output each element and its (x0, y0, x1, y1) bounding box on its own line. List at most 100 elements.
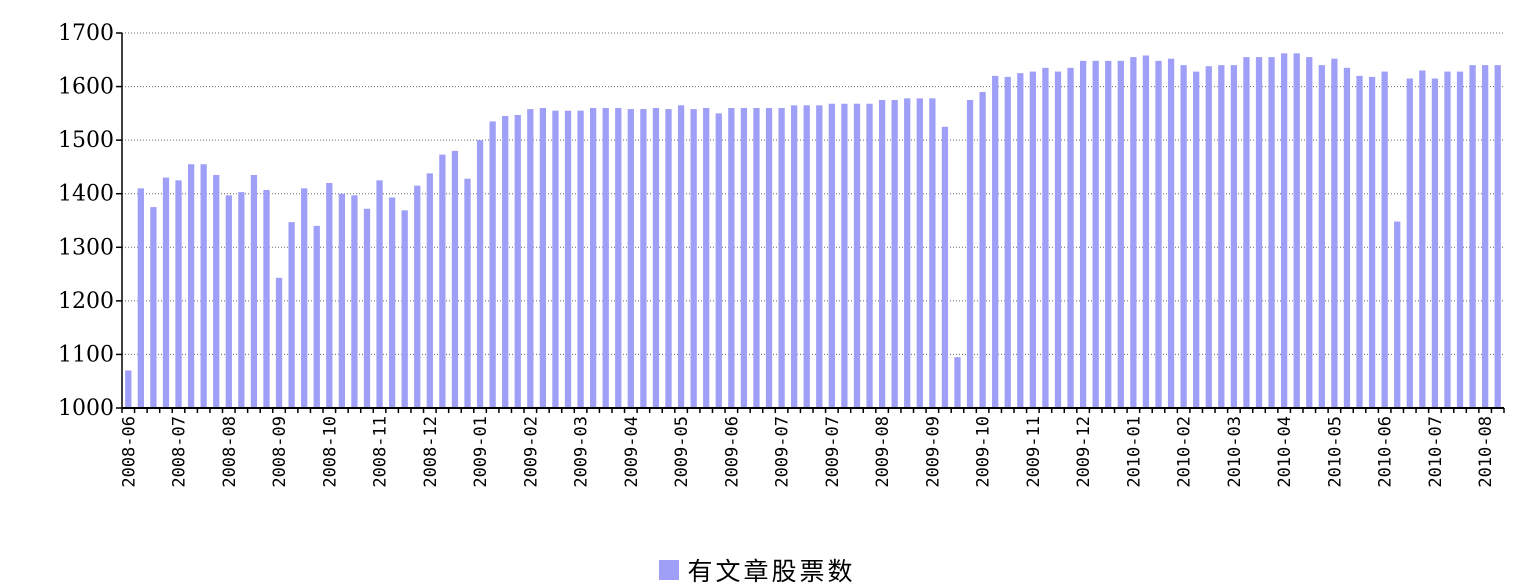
x-tick-label: 2009-05 (672, 416, 692, 488)
bar (765, 108, 773, 408)
y-tick-label: 1500 (58, 128, 114, 153)
bar (464, 178, 471, 408)
x-tick-label: 2008-10 (320, 416, 340, 488)
bar (615, 108, 622, 408)
bar (225, 195, 232, 408)
bar (1494, 65, 1501, 409)
bar (564, 110, 572, 408)
bar (200, 164, 207, 408)
bar (904, 98, 911, 408)
bar (338, 193, 346, 408)
bar (589, 108, 597, 408)
bar (866, 103, 873, 408)
bar (891, 99, 898, 408)
bar (1042, 67, 1049, 409)
bar (992, 75, 999, 408)
bar (1054, 71, 1062, 409)
x-tick-label: 2008-11 (371, 416, 391, 488)
bar (313, 225, 320, 408)
bar (363, 208, 371, 408)
bar (853, 103, 861, 408)
bar (1456, 71, 1464, 409)
bar (803, 105, 810, 409)
bar (476, 140, 484, 408)
bar (527, 109, 534, 409)
legend: 有文章股票数 (0, 552, 1515, 588)
x-tick-label: 2009-06 (722, 416, 742, 488)
bar (213, 174, 220, 408)
legend-swatch (659, 560, 680, 580)
bar (1419, 70, 1426, 408)
y-axis-tick-labels: 1000 1100 1200 1300 1400 1500 1600 1700 (58, 21, 114, 421)
bar (376, 180, 383, 408)
bar-series (125, 53, 1501, 409)
x-axis-tick-labels: 2008-06 2008-07 2008-08 2008-09 2008-10 2008-… (119, 416, 1496, 488)
y-tick-label: 1100 (58, 342, 114, 367)
x-tick-label: 2009-11 (1024, 416, 1044, 488)
bar (1155, 60, 1162, 408)
x-tick-label: 2008-06 (119, 416, 139, 488)
bar (929, 98, 936, 408)
x-tick-label: 2010-07 (1426, 416, 1446, 488)
bar (1243, 57, 1250, 408)
y-tick-label: 1200 (58, 289, 114, 314)
y-tick-label: 1400 (58, 182, 114, 207)
x-tick-label: 2010-06 (1376, 416, 1396, 488)
bar (1067, 67, 1074, 409)
bar (238, 192, 245, 408)
bar (426, 173, 433, 408)
bar (1368, 76, 1376, 408)
bar (753, 108, 760, 408)
bar (301, 188, 308, 408)
bar (740, 108, 748, 408)
bar (916, 98, 923, 408)
bar (979, 91, 986, 408)
bar (414, 185, 421, 408)
bar (1130, 57, 1137, 408)
bar (1193, 71, 1200, 409)
bar (941, 126, 949, 408)
bar (162, 177, 170, 408)
bar (1394, 221, 1401, 408)
bar (1343, 67, 1351, 409)
y-tick-label: 1000 (58, 396, 114, 421)
bar (1117, 60, 1124, 408)
bar (275, 277, 283, 408)
bar (1079, 60, 1087, 408)
y-tick-label: 1300 (58, 235, 114, 260)
x-tick-label: 2008-12 (421, 416, 441, 488)
bar (1268, 57, 1275, 408)
bar (1205, 66, 1212, 408)
bar (250, 174, 258, 408)
bar (816, 105, 823, 409)
x-tick-label: 2008-09 (270, 416, 290, 488)
bar (175, 180, 182, 408)
bar (439, 154, 446, 408)
bar (841, 103, 848, 408)
bar (627, 109, 634, 409)
bar (351, 195, 358, 408)
bar (1306, 57, 1313, 408)
bar (954, 357, 961, 408)
bar (1381, 71, 1388, 409)
bar (640, 109, 647, 409)
bar (1230, 65, 1238, 409)
bar (1255, 57, 1263, 408)
bar (388, 197, 396, 408)
bar (401, 210, 408, 408)
x-tick-label: 2010-08 (1476, 416, 1496, 488)
bar (715, 113, 722, 408)
bar (1469, 65, 1476, 409)
x-tick-label: 2009-04 (622, 416, 642, 488)
x-tick-label: 2010-04 (1275, 416, 1295, 488)
bar (1029, 71, 1037, 409)
x-tick-label: 2008-08 (220, 416, 240, 488)
bar (125, 370, 132, 408)
bar (187, 164, 195, 408)
x-tick-label: 2009-09 (923, 416, 943, 488)
bar (1180, 65, 1187, 409)
bar (1004, 76, 1011, 408)
bar (652, 108, 660, 408)
legend-label: 有文章股票数 (687, 557, 856, 586)
x-tick-label: 2010-03 (1225, 416, 1245, 488)
